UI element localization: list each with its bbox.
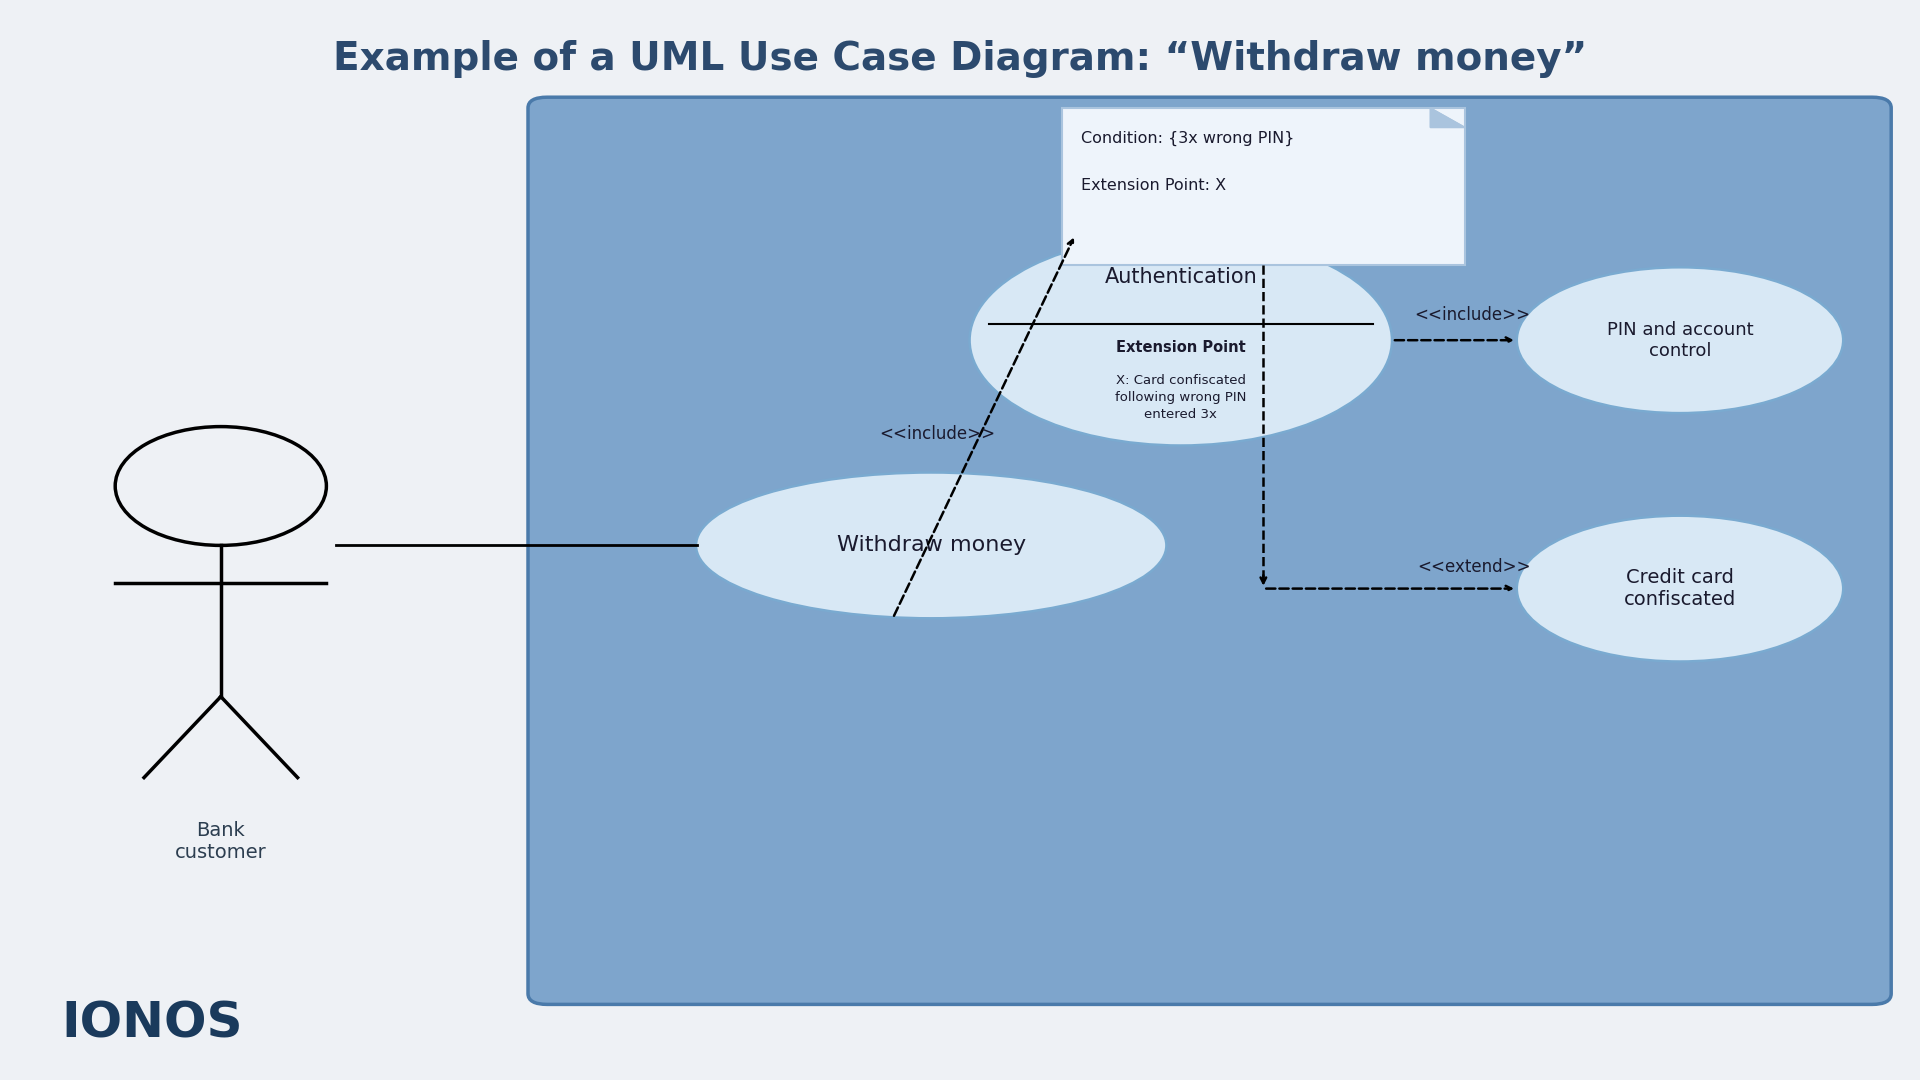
Text: Example of a UML Use Case Diagram: “Withdraw money”: Example of a UML Use Case Diagram: “With… — [332, 40, 1588, 79]
Text: Withdraw money: Withdraw money — [837, 536, 1025, 555]
Text: Condition: {3x wrong PIN}: Condition: {3x wrong PIN} — [1081, 131, 1294, 146]
Text: X: Card confiscated
following wrong PIN
entered 3x: X: Card confiscated following wrong PIN … — [1116, 374, 1246, 421]
Text: ATM: ATM — [1183, 137, 1236, 161]
Ellipse shape — [1517, 267, 1843, 413]
Ellipse shape — [695, 473, 1165, 618]
FancyBboxPatch shape — [1062, 108, 1465, 265]
Text: Credit card
confiscated: Credit card confiscated — [1624, 568, 1736, 609]
FancyBboxPatch shape — [528, 97, 1891, 1004]
Text: Extension Point: X: Extension Point: X — [1081, 178, 1227, 193]
Text: IONOS: IONOS — [61, 1000, 244, 1048]
Text: Bank
customer: Bank customer — [175, 821, 267, 862]
Text: <<include>>: <<include>> — [1415, 307, 1530, 324]
Ellipse shape — [970, 234, 1392, 445]
Text: Authentication: Authentication — [1104, 267, 1258, 287]
Text: <<include>>: <<include>> — [879, 426, 995, 443]
Ellipse shape — [1517, 515, 1843, 661]
Text: <<extend>>: <<extend>> — [1417, 558, 1532, 576]
Text: PIN and account
control: PIN and account control — [1607, 321, 1753, 360]
Text: Extension Point: Extension Point — [1116, 340, 1246, 355]
Polygon shape — [1430, 108, 1465, 127]
